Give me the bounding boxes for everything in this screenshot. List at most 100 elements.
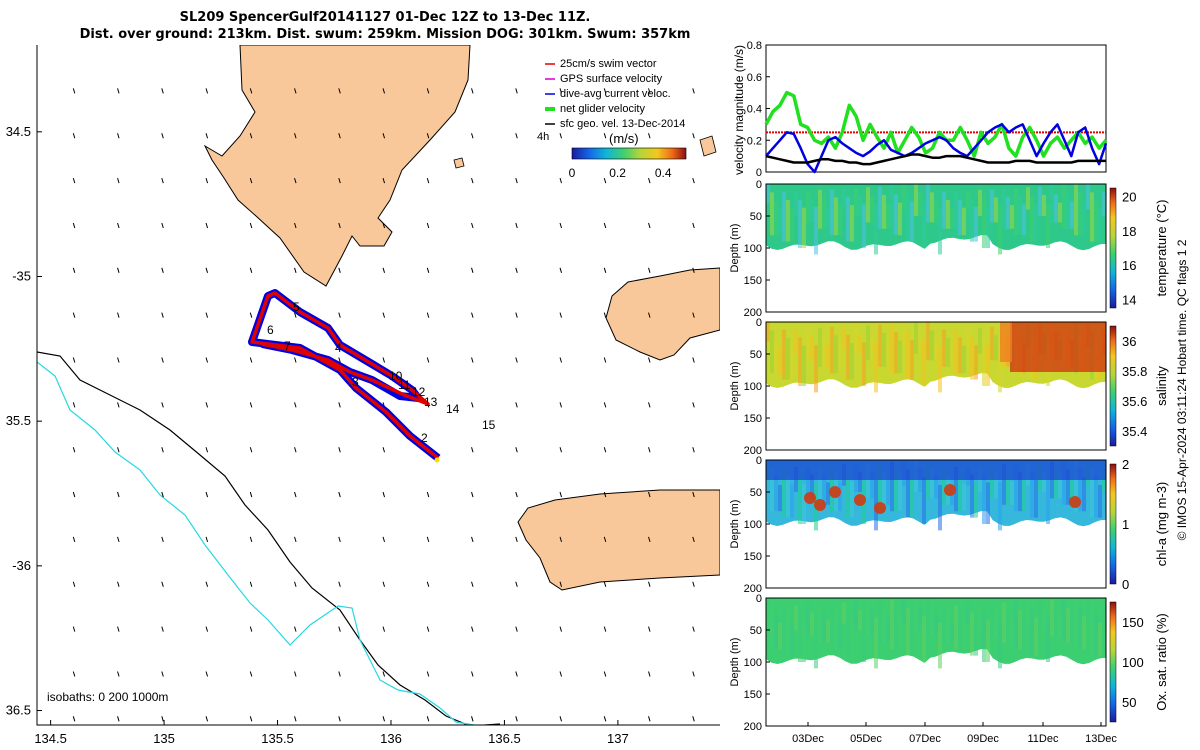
- profile-colorbar-tick-label: 35.4: [1122, 424, 1147, 439]
- chart-title-line1: SL209 SpencerGulf20141127 01-Dec 12Z to …: [179, 10, 591, 25]
- quiver-arrow: [161, 177, 164, 184]
- map-y-tick-label: 36.5: [6, 703, 31, 718]
- profile-y-tick-label: 50: [750, 487, 762, 499]
- quiver-arrow: [72, 222, 76, 229]
- quiver-arrow: [72, 88, 76, 94]
- profile-texture: [1054, 470, 1058, 499]
- profile-texture: [1058, 616, 1062, 637]
- map-y-ticks: 34.5 -35 35.5 -36 36.5: [6, 124, 42, 718]
- profile-texture: [1094, 476, 1098, 518]
- quiver-arrow: [426, 177, 430, 184]
- profile-texture: [958, 475, 962, 512]
- chart-title-line2: Dist. over ground: 213km. Dist. swum: 25…: [79, 27, 691, 42]
- profile-texture: [798, 475, 802, 524]
- profile-texture: [1002, 188, 1006, 229]
- profile-texture: [766, 322, 770, 342]
- quiver-arrow: [382, 536, 386, 543]
- quiver-arrow: [117, 536, 120, 543]
- profile-texture: [794, 191, 798, 216]
- quiver-arrow: [692, 357, 695, 363]
- profile-texture: [874, 617, 878, 669]
- profile-texture: [774, 614, 778, 650]
- quiver-arrow: [294, 177, 297, 184]
- profile-texture: [990, 189, 994, 223]
- map-x-tick-label: 136: [380, 731, 402, 746]
- profile-texture: [950, 208, 954, 229]
- quiver-arrow: [294, 88, 297, 94]
- quiver-arrow: [338, 626, 341, 632]
- quiver-arrow: [648, 222, 651, 229]
- quiver-arrow: [249, 447, 253, 453]
- waypoint-14: 14: [446, 402, 460, 416]
- profile-texture: [962, 621, 966, 650]
- profile-texture: [1014, 463, 1018, 512]
- profile-texture: [902, 323, 906, 348]
- profile-texture: [818, 603, 822, 643]
- profile-texture: [1074, 598, 1078, 650]
- profile-texture: [1014, 187, 1018, 236]
- profile-texture: [826, 206, 830, 229]
- profile-texture: [806, 466, 810, 499]
- profile-texture: [774, 476, 778, 512]
- quiver-arrow: [338, 222, 341, 229]
- quiver-arrow: [338, 536, 341, 543]
- map-y-tick-label: -35: [12, 268, 31, 283]
- isobaths-label: isobaths: 0 200 1000m: [47, 690, 168, 704]
- quiver-arrow: [117, 447, 120, 453]
- profile-y-tick-label: 100: [744, 519, 762, 531]
- profile-texture: [894, 194, 898, 236]
- profile-texture: [838, 481, 842, 512]
- quiver-arrow: [161, 312, 164, 318]
- profile-texture: [942, 467, 946, 505]
- profile-texture: [970, 612, 974, 656]
- profile-texture: [1054, 608, 1058, 637]
- profile-texture: [970, 336, 974, 380]
- profile-texture: [918, 468, 922, 492]
- profile-y-tick-label: 0: [756, 455, 762, 467]
- profile-texture: [1074, 184, 1078, 236]
- profile-texture: [830, 603, 834, 650]
- quiver-arrow: [294, 536, 297, 543]
- profile-colorbar-label: temperature (°C): [1154, 200, 1169, 297]
- quiver-arrow: [471, 536, 474, 543]
- waypoint-6: 6: [267, 323, 274, 337]
- profile-texture: [858, 196, 862, 216]
- profile-texture: [906, 193, 910, 242]
- profile-texture: [830, 189, 834, 236]
- quiver-arrow: [382, 222, 386, 229]
- profile-texture: [810, 336, 814, 361]
- legend-swim-vector: 25cm/s swim vector: [560, 58, 657, 70]
- profile-texture: [958, 199, 962, 236]
- quiver-arrow: [515, 88, 518, 94]
- map-colorbar-tick-label: 0.4: [655, 166, 672, 180]
- quiver-arrow: [603, 447, 607, 453]
- quiver-arrow: [648, 581, 651, 587]
- quiver-arrow: [72, 626, 76, 632]
- profile-y-tick-label: 150: [744, 551, 762, 563]
- profile-texture: [1058, 202, 1062, 223]
- profile-texture: [930, 192, 934, 223]
- map-x-tick-label: 135: [153, 731, 175, 746]
- map-colorbar-tick-label: 0.2: [609, 166, 626, 180]
- profile-texture: [798, 337, 802, 386]
- profile-texture: [918, 192, 922, 216]
- profile-texture: [942, 191, 946, 229]
- quiver-arrow: [72, 716, 76, 722]
- profile-texture: [886, 479, 890, 505]
- quiver-arrow: [338, 581, 341, 587]
- profile-colorbar-tick-label: 2: [1122, 457, 1129, 472]
- profile-texture: [846, 610, 850, 656]
- quiver-arrow: [426, 491, 430, 498]
- profile-texture: [918, 606, 922, 630]
- profile-texture: [1042, 470, 1046, 492]
- chl-high-patch: [854, 494, 866, 506]
- profile-texture: [1030, 471, 1034, 518]
- profile-texture: [766, 598, 770, 618]
- profile-y-tick-label: 200: [744, 445, 762, 457]
- profile-texture: [786, 338, 790, 380]
- profile-texture: [1062, 461, 1066, 505]
- profile-texture: [778, 484, 782, 512]
- profile-texture: [1026, 187, 1030, 210]
- profile-texture: [990, 327, 994, 361]
- quiver-arrow: [648, 267, 651, 273]
